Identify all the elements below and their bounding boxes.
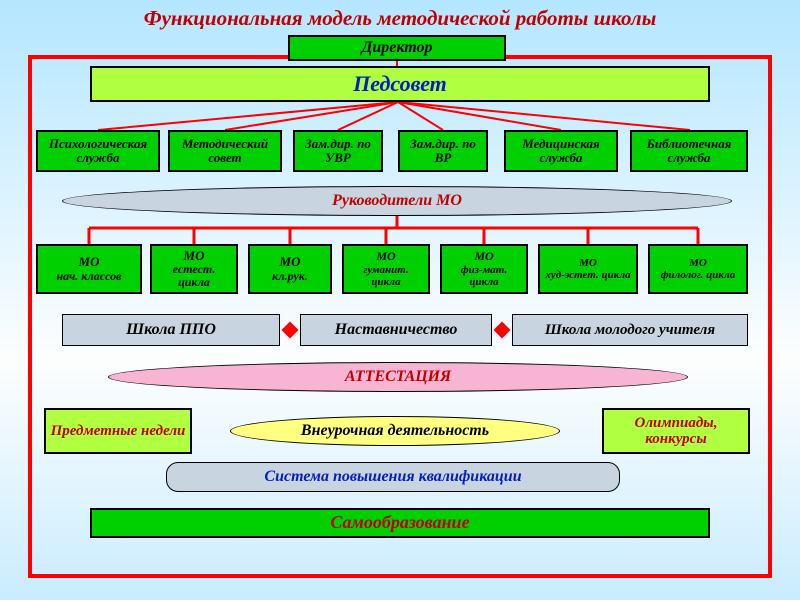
node-pedsovet: Педсовет xyxy=(90,66,710,102)
node-bibl: Библиотечная служба xyxy=(630,130,748,172)
label: Педсовет xyxy=(353,72,447,96)
node-nastav: Наставничество xyxy=(300,314,492,346)
label: Внеурочная деятельность xyxy=(301,422,489,440)
label: Зам.дир. по ВР xyxy=(404,137,482,166)
label: МО xyxy=(184,249,205,263)
label: Библиотечная служба xyxy=(636,137,742,166)
label: Медицинская служба xyxy=(510,137,612,166)
sublabel: гуманит. цикла xyxy=(348,264,424,288)
label: Психологическая служба xyxy=(42,137,154,166)
sublabel: естест. цикла xyxy=(156,263,232,289)
label: Олимпиады, конкурсы xyxy=(608,415,744,448)
label: Наставничество xyxy=(335,321,458,339)
label: АТТЕСТАЦИЯ xyxy=(345,368,451,386)
node-mo4: МО гуманит. цикла xyxy=(342,244,430,294)
sublabel: нач. классов xyxy=(57,270,122,283)
node-qualif: Система повышения квалификации xyxy=(166,462,620,492)
node-psych: Психологическая служба xyxy=(36,130,160,172)
sublabel: филолог. цикла xyxy=(661,269,736,281)
sublabel: худ-эстет. цикла xyxy=(545,269,630,281)
node-metod: Методический совет xyxy=(168,130,282,172)
node-director: Директор xyxy=(288,35,506,61)
label: МО xyxy=(579,257,597,269)
node-mo7: МО филолог. цикла xyxy=(648,244,748,294)
label: Самообразование xyxy=(330,513,469,533)
node-zam-uvr: Зам.дир. по УВР xyxy=(293,130,383,172)
label: Предметные недели xyxy=(51,423,186,440)
diagram-title: Функциональная модель методической работ… xyxy=(0,6,800,31)
node-zam-vr: Зам.дир. по ВР xyxy=(398,130,488,172)
sublabel: кл.рук. xyxy=(272,270,308,283)
label: Методический совет xyxy=(174,137,276,166)
node-mo3: МО кл.рук. xyxy=(248,244,332,294)
label: Школа ППО xyxy=(126,321,216,339)
node-mo6: МО худ-эстет. цикла xyxy=(538,244,638,294)
label: МО xyxy=(79,255,100,269)
node-ruk-mo: Руководители МО xyxy=(62,186,732,216)
sublabel: физ-мат. цикла xyxy=(446,264,522,288)
label: МО xyxy=(474,250,493,263)
node-subj-weeks: Предметные недели xyxy=(44,408,192,454)
node-ppo: Школа ППО xyxy=(62,314,280,346)
label: Директор xyxy=(361,39,432,57)
node-med: Медицинская служба xyxy=(504,130,618,172)
node-young: Школа молодого учителя xyxy=(512,314,748,346)
node-mo1: МО нач. классов xyxy=(36,244,142,294)
node-attest: АТТЕСТАЦИЯ xyxy=(108,362,688,392)
label: Зам.дир. по УВР xyxy=(299,137,377,166)
node-mo2: МО естест. цикла xyxy=(150,244,238,294)
label: МО xyxy=(689,257,707,269)
label: МО xyxy=(376,250,395,263)
label: Школа молодого учителя xyxy=(545,322,715,339)
label: Система повышения квалификации xyxy=(264,468,521,486)
node-olymp: Олимпиады, конкурсы xyxy=(602,408,750,454)
node-selfed: Самообразование xyxy=(90,508,710,538)
label: Руководители МО xyxy=(332,192,462,210)
label: МО xyxy=(280,255,301,269)
node-mo5: МО физ-мат. цикла xyxy=(440,244,528,294)
node-extracur: Внеурочная деятельность xyxy=(230,416,560,446)
